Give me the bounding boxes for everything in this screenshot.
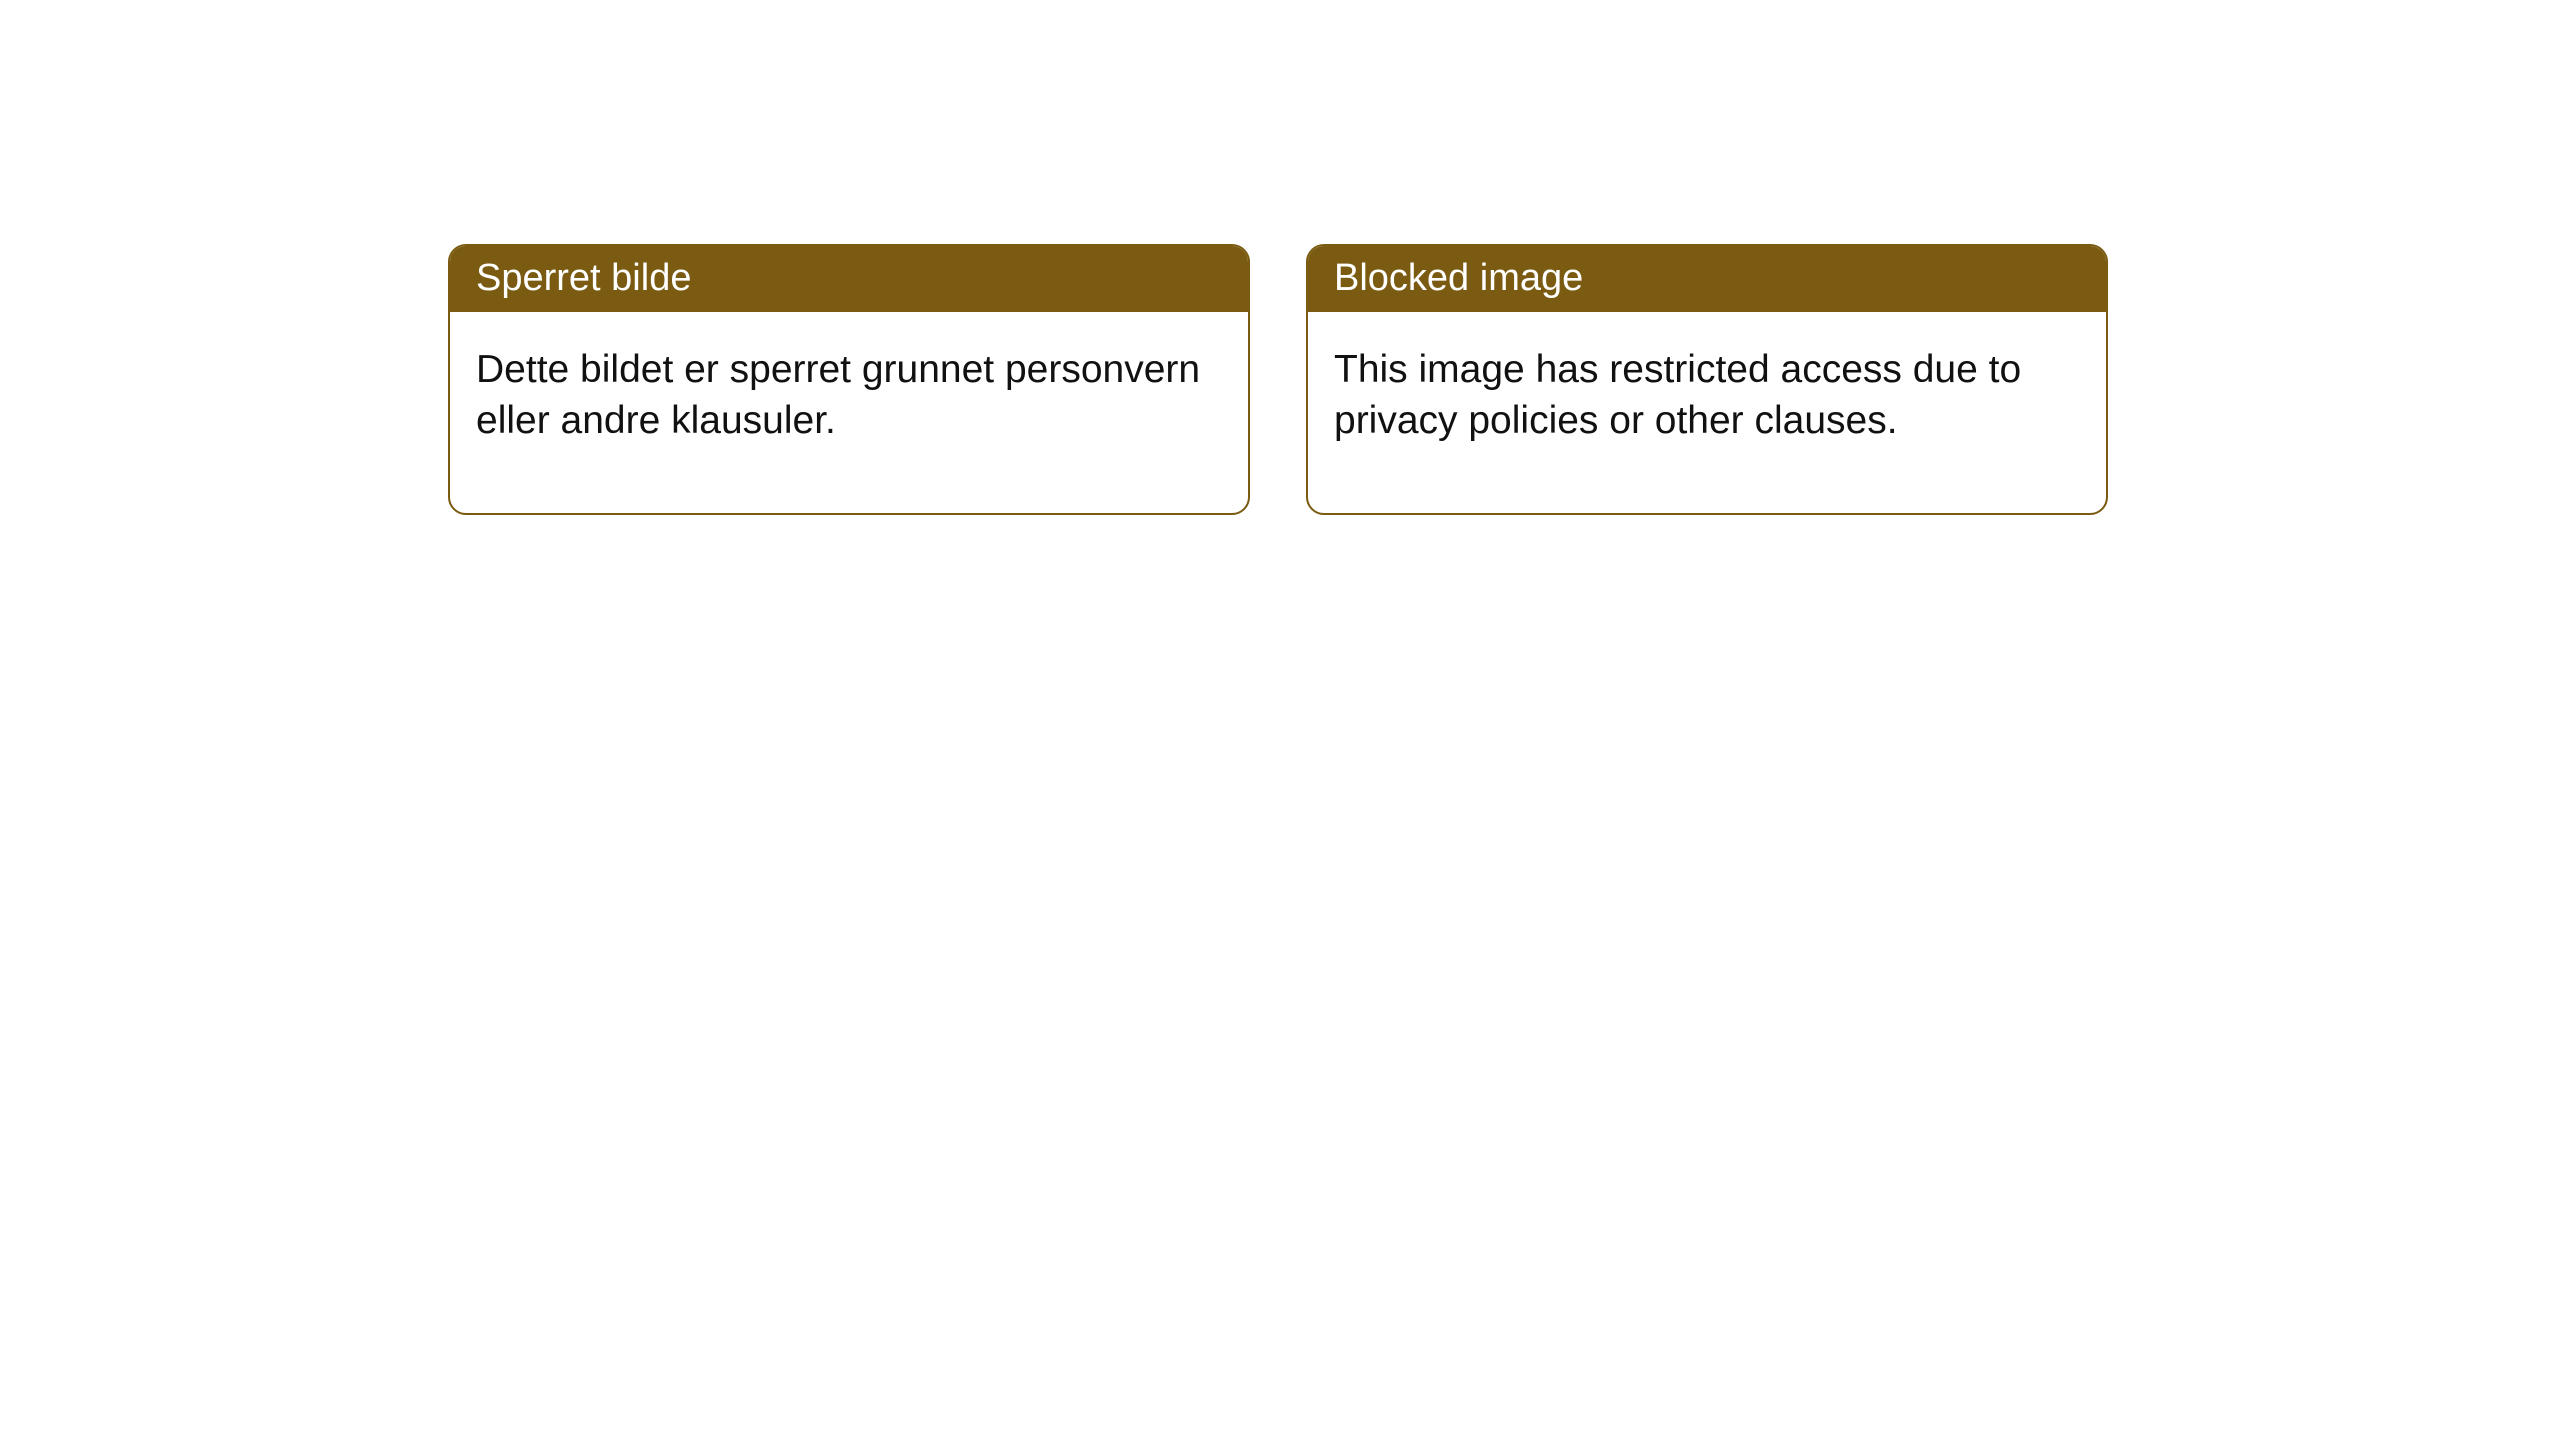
- notice-title-norwegian: Sperret bilde: [450, 246, 1248, 312]
- notice-container: Sperret bilde Dette bildet er sperret gr…: [0, 0, 2560, 515]
- notice-body-english: This image has restricted access due to …: [1308, 312, 2106, 513]
- notice-title-english: Blocked image: [1308, 246, 2106, 312]
- notice-card-english: Blocked image This image has restricted …: [1306, 244, 2108, 515]
- notice-card-norwegian: Sperret bilde Dette bildet er sperret gr…: [448, 244, 1250, 515]
- notice-body-norwegian: Dette bildet er sperret grunnet personve…: [450, 312, 1248, 513]
